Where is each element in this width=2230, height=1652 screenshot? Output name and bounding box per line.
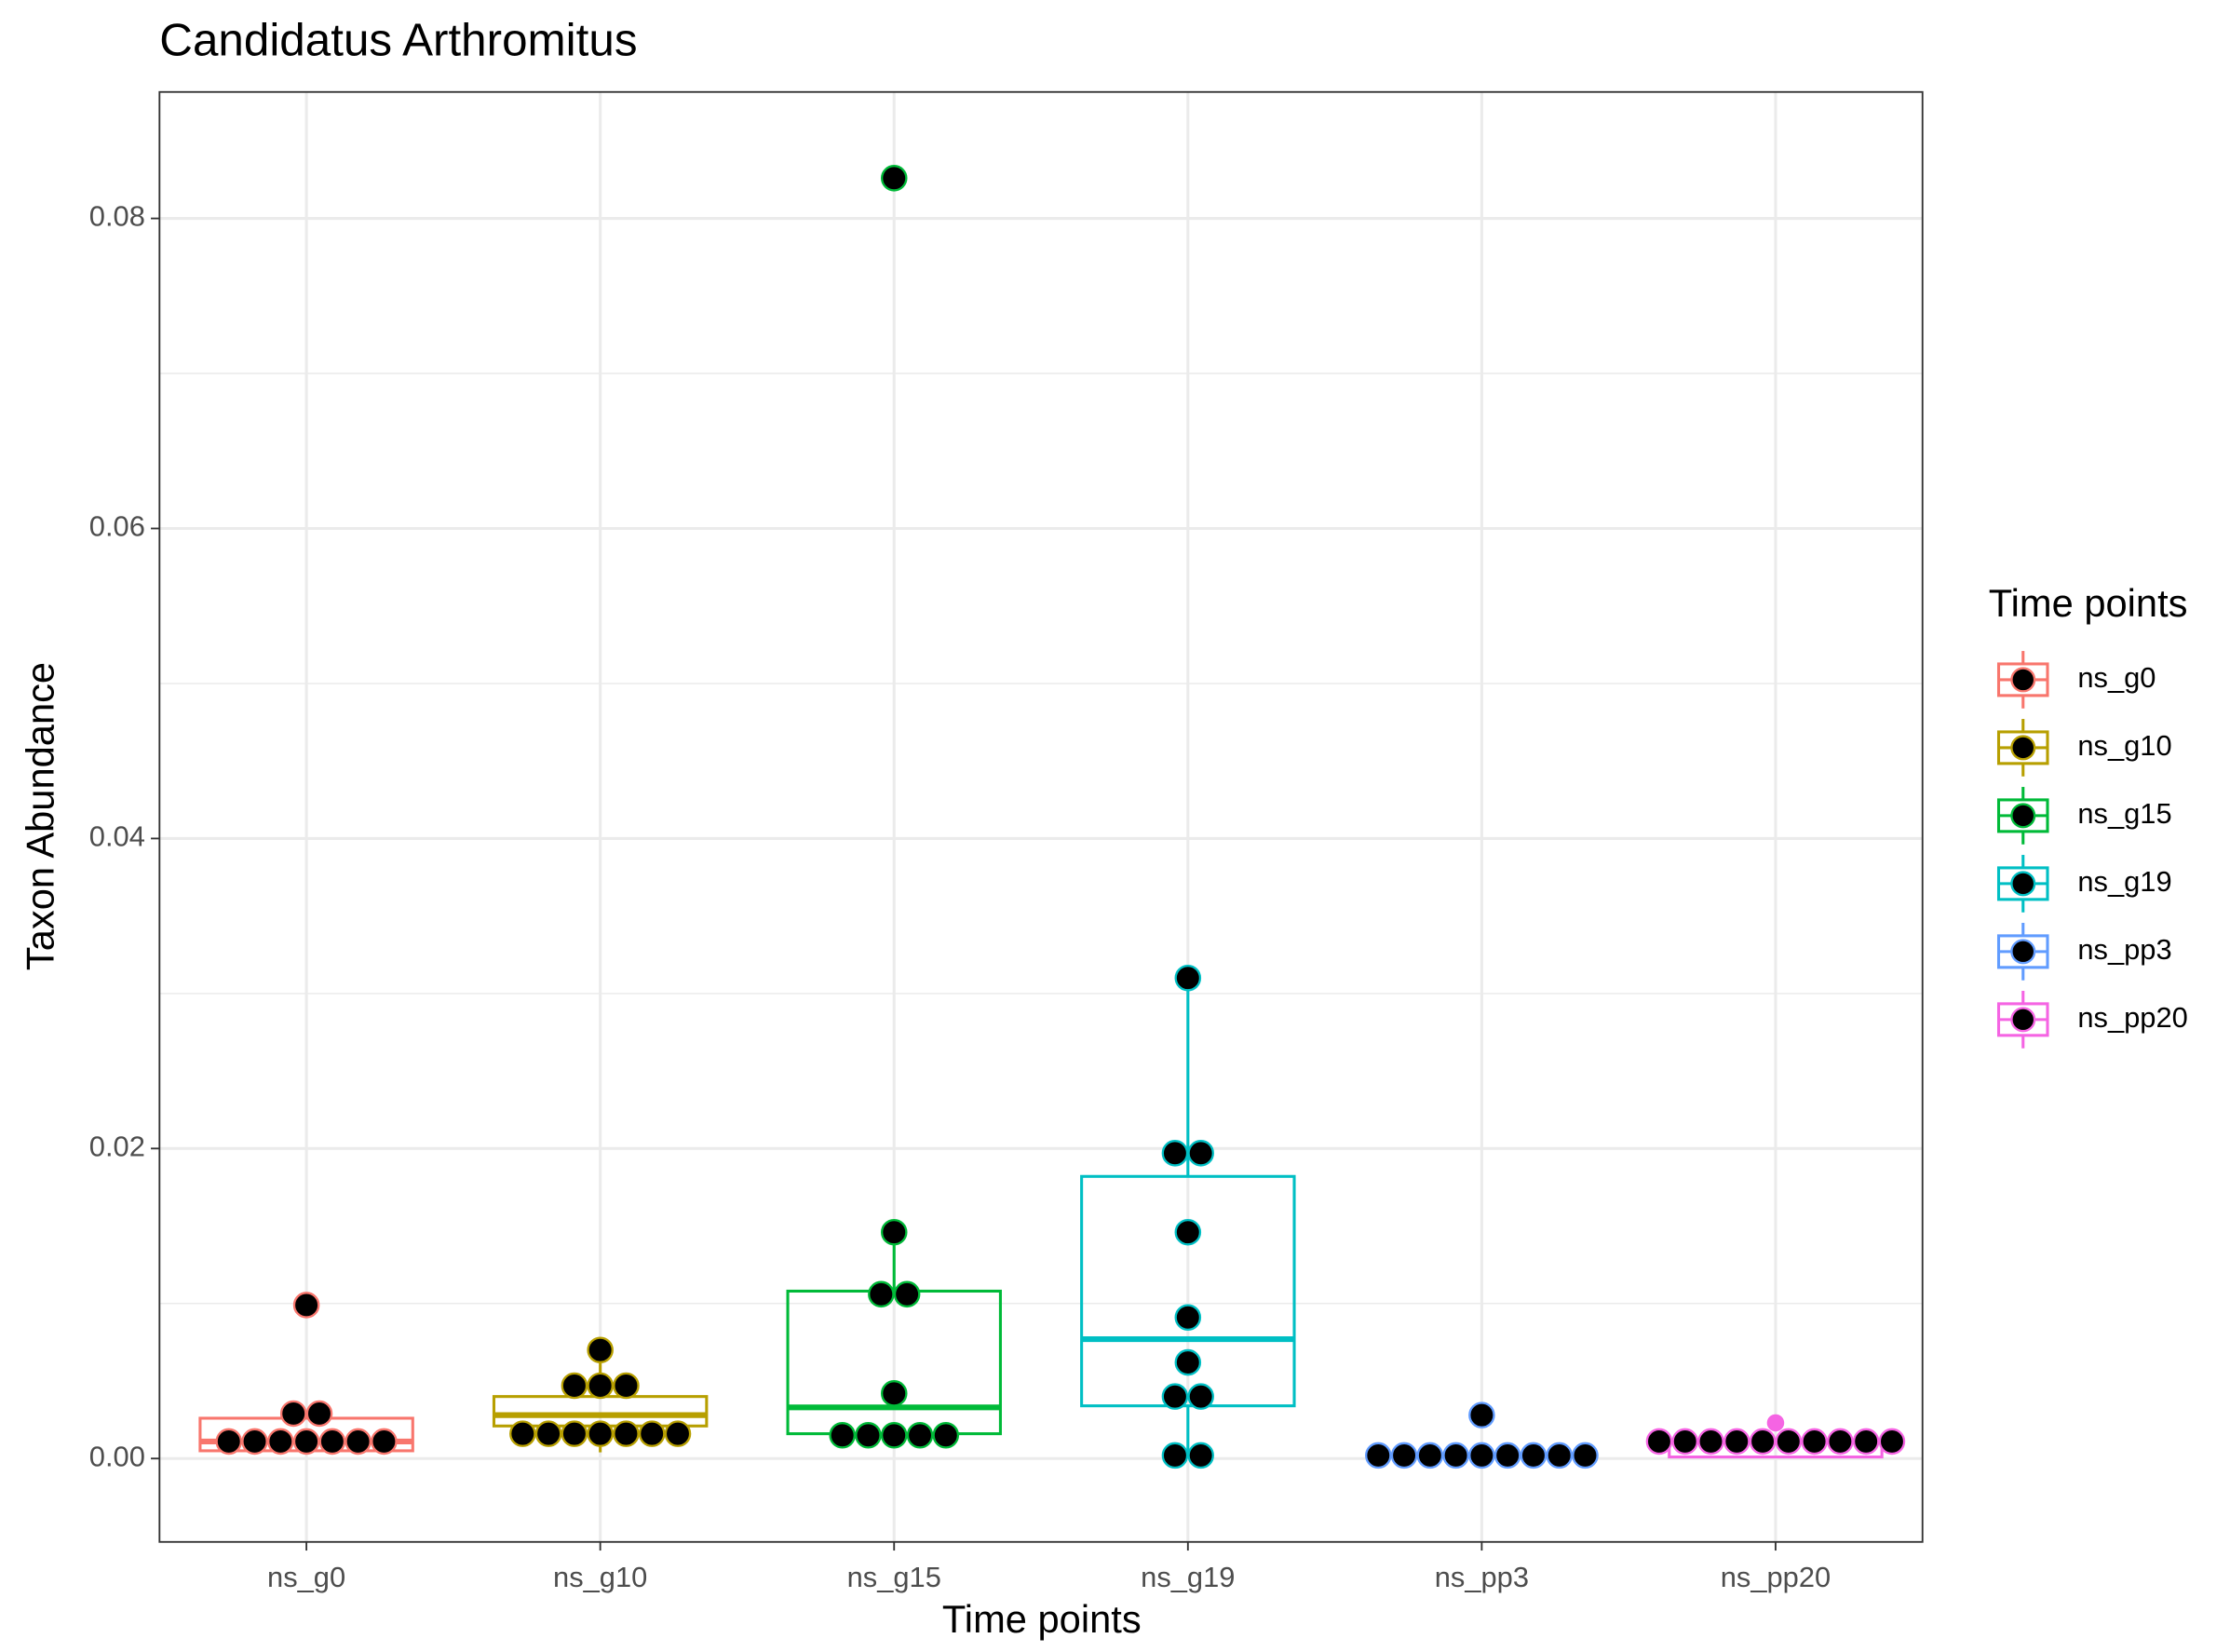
data-point — [1365, 1442, 1392, 1469]
data-point — [880, 1380, 908, 1407]
data-point — [664, 1420, 692, 1447]
data-point — [1187, 1442, 1214, 1469]
data-point — [1174, 1348, 1202, 1376]
data-point — [613, 1420, 640, 1447]
data-point — [1161, 1140, 1189, 1167]
data-point — [1852, 1428, 1880, 1456]
y-tick-label: 0.06 — [89, 510, 145, 543]
data-point — [829, 1421, 856, 1449]
data-point — [1161, 1442, 1189, 1469]
data-point — [1187, 1383, 1214, 1410]
data-point — [1572, 1442, 1599, 1469]
data-point — [868, 1280, 895, 1308]
data-point — [1468, 1442, 1495, 1469]
plot-border — [158, 90, 1924, 1543]
data-point — [215, 1428, 243, 1456]
data-point — [267, 1428, 294, 1456]
data-point — [880, 1218, 908, 1246]
x-tick-label: ns_pp3 — [1435, 1561, 1529, 1593]
data-point — [1493, 1442, 1521, 1469]
outlier — [1766, 1414, 1785, 1432]
data-point — [587, 1372, 614, 1400]
data-point — [1645, 1428, 1673, 1456]
data-point — [932, 1421, 960, 1449]
legend-label: ns_g19 — [2077, 865, 2171, 898]
data-point — [613, 1372, 640, 1400]
data-point — [1801, 1428, 1828, 1456]
data-point — [1468, 1401, 1495, 1429]
data-point — [906, 1421, 934, 1449]
data-point — [1174, 1218, 1202, 1246]
legend-key-dot — [2010, 667, 2036, 693]
data-point — [1390, 1442, 1418, 1469]
data-point — [880, 1421, 908, 1449]
x-tick-label: ns_g15 — [847, 1561, 941, 1593]
data-point — [509, 1420, 536, 1447]
x-tick-label: ns_pp20 — [1721, 1561, 1831, 1593]
data-point — [371, 1428, 398, 1456]
data-point — [1416, 1442, 1444, 1469]
data-point — [1878, 1428, 1906, 1456]
data-point — [292, 1428, 320, 1456]
data-point — [1174, 964, 1202, 992]
x-tick-label: ns_g19 — [1141, 1561, 1235, 1593]
data-point — [561, 1372, 588, 1400]
data-point — [1697, 1428, 1724, 1456]
data-point — [345, 1428, 372, 1456]
x-tick-label: ns_g10 — [553, 1561, 647, 1593]
x-axis-label: Time points — [942, 1597, 1142, 1641]
data-point — [1161, 1383, 1189, 1410]
y-tick-label: 0.02 — [89, 1130, 145, 1162]
data-point — [855, 1421, 882, 1449]
legend-key-dot — [2010, 1007, 2036, 1033]
legend-label: ns_g0 — [2077, 661, 2156, 694]
data-point — [587, 1336, 614, 1363]
legend-label: ns_g10 — [2077, 729, 2171, 762]
data-point — [893, 1280, 921, 1308]
data-point — [1442, 1442, 1469, 1469]
y-tick-label: 0.04 — [89, 820, 145, 853]
data-point — [1520, 1442, 1547, 1469]
data-point — [1546, 1442, 1573, 1469]
data-point — [279, 1400, 307, 1428]
legend-label: ns_pp3 — [2077, 933, 2171, 966]
legend-key-dot — [2010, 735, 2036, 761]
data-point — [880, 165, 908, 192]
data-point — [1671, 1428, 1699, 1456]
x-tick-label: ns_g0 — [267, 1561, 345, 1593]
y-tick-label: 0.08 — [89, 200, 145, 233]
data-point — [561, 1420, 588, 1447]
data-point — [1749, 1428, 1777, 1456]
data-point — [305, 1400, 333, 1428]
data-point — [1723, 1428, 1750, 1456]
legend-key-dot — [2010, 871, 2036, 897]
data-point — [318, 1428, 346, 1456]
legend-label: ns_g15 — [2077, 797, 2171, 830]
y-tick-label: 0.00 — [89, 1440, 145, 1472]
legend-title: Time points — [1989, 581, 2188, 625]
chart-title: Candidatus Arthromitus — [159, 14, 637, 65]
data-point — [292, 1292, 320, 1319]
data-point — [587, 1420, 614, 1447]
data-point — [1187, 1140, 1214, 1167]
legend-key-dot — [2010, 803, 2036, 829]
y-axis-label: Taxon Abundance — [18, 662, 61, 970]
data-point — [1174, 1304, 1202, 1332]
data-point — [241, 1428, 268, 1456]
legend-key-dot — [2010, 939, 2036, 965]
data-point — [1775, 1428, 1803, 1456]
data-point — [1827, 1428, 1854, 1456]
data-point — [534, 1420, 562, 1447]
legend-label: ns_pp20 — [2077, 1001, 2187, 1034]
data-point — [638, 1420, 666, 1447]
box — [1080, 1174, 1296, 1408]
